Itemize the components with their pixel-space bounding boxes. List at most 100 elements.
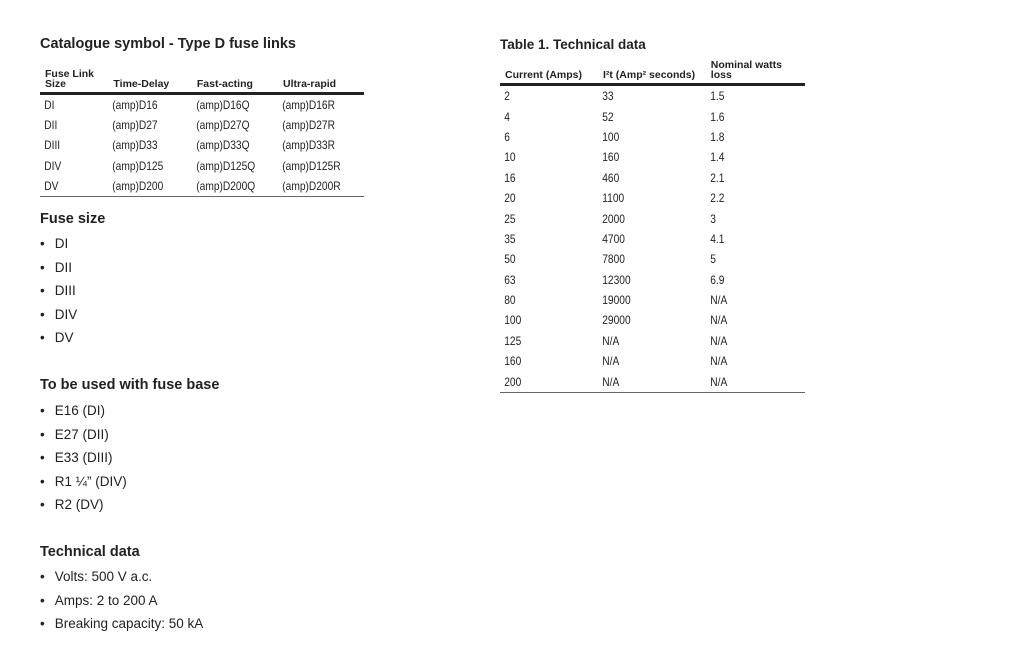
table-cell: 6.9 [710,272,725,287]
table-cell: DIV [44,158,62,173]
list-item: E27 (DII) [40,426,127,450]
table-cell: 7800 [602,252,625,267]
table-row: 100 29000 N/A [500,310,805,330]
technical-data-title: Technical data [40,544,140,560]
table-cell: 1.8 [710,129,725,144]
column-header: Nominal watts loss [710,59,782,81]
table-cell: (amp)D200R [282,179,341,194]
column-header: Current (Amps) [505,69,583,81]
table-cell: 2.2 [710,191,725,206]
list-item: E16 (DI) [40,402,127,426]
table-cell: 160 [504,354,522,369]
table-cell: N/A [602,354,620,369]
table-row: 200 N/A N/A [500,371,805,393]
fuse-base-list: E16 (DI)E27 (DII)E33 (DIII)R1 ¼” (DIV)R2… [40,402,127,520]
table-cell: DV [44,179,59,194]
column-header: I²t (Amp² seconds) [602,69,696,81]
table-cell: N/A [710,333,728,348]
table-cell: (amp)D33Q [196,138,250,153]
list-item: DIII [40,282,77,306]
table-cell: N/A [602,333,620,348]
table-cell: 20 [504,191,516,206]
column-header: Ultra-rapid [283,77,337,90]
table-cell: N/A [710,354,728,369]
table-cell: 2000 [602,211,625,226]
table-row: 35 4700 4.1 [500,229,805,249]
table-row: 160 N/A N/A [500,351,805,371]
table-cell: 460 [602,170,620,185]
table-cell: N/A [602,374,620,389]
table-cell: 100 [504,313,522,328]
list-item: DII [40,259,77,283]
table-cell: 1.6 [710,109,725,124]
table-cell: 4 [504,109,510,124]
table-row: 20 1100 2.2 [500,188,805,208]
table-cell: 125 [504,333,522,348]
table-row: DV (amp)D200 (amp)D200Q (amp)D200R [40,176,364,197]
table-cell: (amp)D33 [112,138,159,153]
table-cell: N/A [710,293,728,308]
list-item: Volts: 500 V a.c. [40,568,203,592]
table-cell: 52 [602,109,614,124]
table-cell: 33 [602,89,614,104]
table-row: 63 12300 6.9 [500,270,805,290]
table-cell: (amp)D200 [112,179,164,194]
table-cell: (amp)D33R [282,138,335,153]
table-cell: 1100 [602,191,625,206]
list-item: Amps: 2 to 200 A [40,592,203,616]
table-cell: 4700 [602,231,625,246]
table-cell: (amp)D16R [282,97,335,112]
table-cell: 19000 [602,293,631,308]
table-cell: N/A [710,374,728,389]
table-cell: (amp)D16Q [196,97,250,112]
table-cell: DI [44,97,55,112]
list-item: DI [40,235,77,259]
table-cell: (amp)D125 [112,158,164,173]
table-cell: (amp)D27 [112,118,159,133]
table-cell: 6 [504,129,510,144]
table-cell: 29000 [602,313,631,328]
table-cell: 4.1 [710,231,725,246]
table-cell: 25 [504,211,516,226]
table-cell: DIII [44,138,61,153]
table1-title: Table 1. Technical data [500,37,646,52]
table-cell: 2.1 [710,170,725,185]
table-cell: (amp)D16 [112,97,159,112]
table-row: 16 460 2.1 [500,168,805,188]
list-item: R2 (DV) [40,496,127,520]
table-row: 6 100 1.8 [500,127,805,147]
fuse-size-list: DIDIIDIIIDIVDV [40,235,78,353]
table-row: DIV (amp)D125 (amp)D125Q (amp)D125R [40,156,364,176]
table-row: DII (amp)D27 (amp)D27Q (amp)D27R [40,115,364,135]
table-cell: (amp)D27R [282,118,335,133]
technical-data-table: Current (Amps) I²t (Amp² seconds) Nominal … [500,60,805,393]
table-cell: (amp)D125R [282,158,341,173]
table-cell: 63 [504,272,516,287]
technical-data-list: Volts: 500 V a.c.Amps: 2 to 200 ABreakin… [40,568,204,639]
table-cell: 16 [504,170,516,185]
fuse-size-title: Fuse size [40,211,106,227]
list-item: R1 ¼” (DIV) [40,473,127,497]
table-cell: (amp)D27Q [196,118,250,133]
list-item: Breaking capacity: 50 kA [40,615,204,639]
table-cell: 1.5 [710,89,725,104]
table-cell: 160 [602,150,620,165]
table-row: 80 19000 N/A [500,290,805,310]
table-cell: N/A [710,313,728,328]
table-cell: 80 [504,293,516,308]
table-row: DIII (amp)D33 (amp)D33Q (amp)D33R [40,135,364,155]
column-header: Fuse Link Size [45,67,95,90]
table-row: 10 160 1.4 [500,147,805,167]
table-cell: 50 [504,252,516,267]
table-cell: 12300 [602,272,631,287]
table-row: 125 N/A N/A [500,331,805,351]
table-cell: (amp)D125Q [196,158,256,173]
table-cell: 10 [504,150,516,165]
table-cell: (amp)D200Q [196,179,256,194]
catalogue-table: Fuse Link Size Time-Delay Fast-acting Ultra… [40,68,364,197]
catalogue-title: Catalogue symbol - Type D fuse links [40,36,296,52]
table-cell: 5 [710,252,716,267]
table-cell: 1.4 [710,150,725,165]
table-row: 2 33 1.5 [500,85,805,107]
table-cell: DII [44,118,58,133]
